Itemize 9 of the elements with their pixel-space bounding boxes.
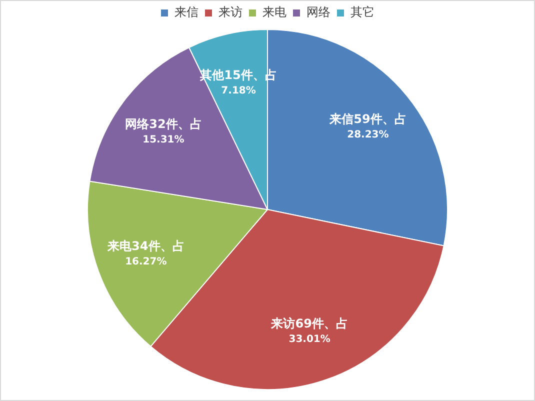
data-label: 来访69件、占 33.01% (270, 316, 348, 346)
data-label: 来信59件、占 28.23% (328, 112, 406, 141)
legend-label: 网络 (306, 5, 330, 20)
legend-label: 来访 (218, 5, 242, 20)
legend-label: 来电 (262, 5, 286, 20)
legend-label: 来信 (174, 5, 198, 20)
data-label: 网络32件、占 15.31% (125, 116, 202, 146)
data-label: 来电34件、占 16.27% (106, 238, 184, 268)
legend-label: 其它 (350, 5, 374, 20)
